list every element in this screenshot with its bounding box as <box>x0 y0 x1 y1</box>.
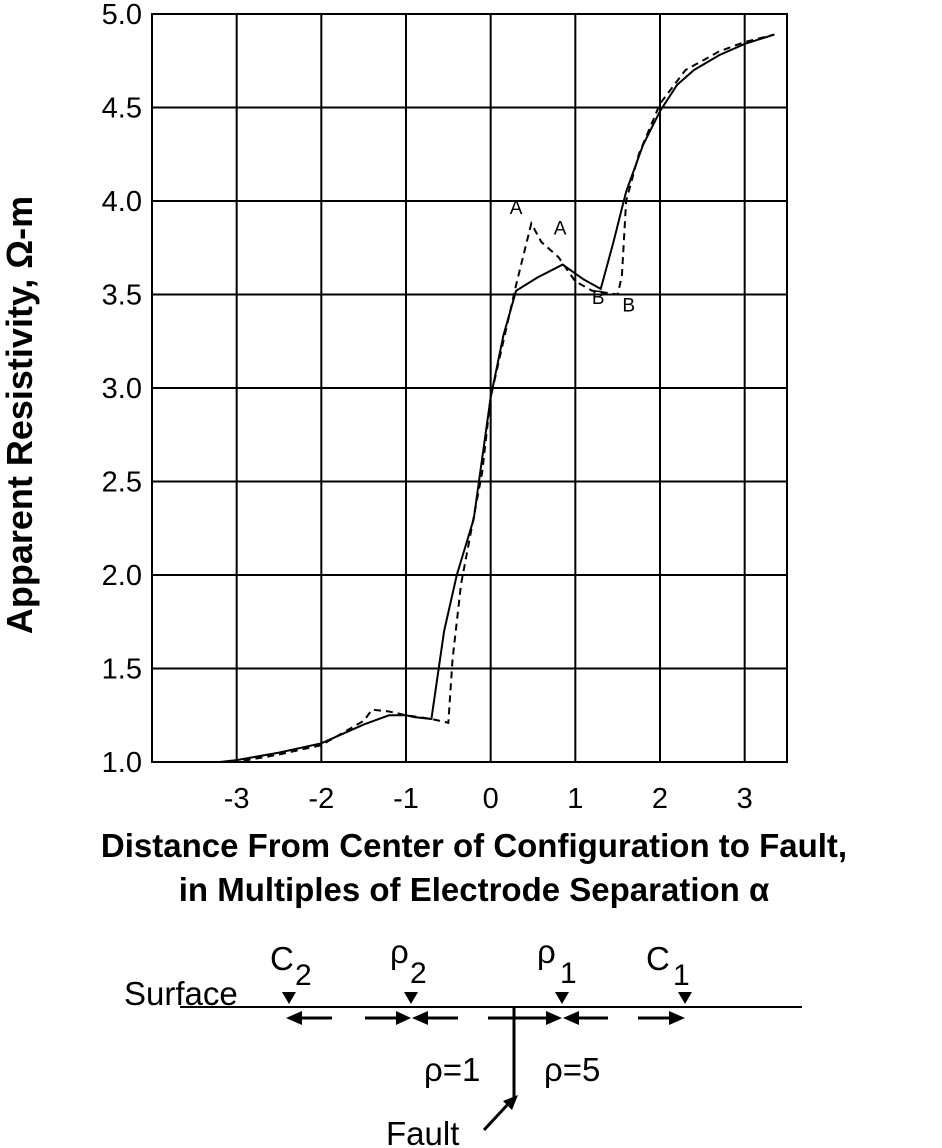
y-axis-label: Apparent Resistivity, Ω-m <box>0 196 40 634</box>
c2-subscript: 2 <box>295 959 312 992</box>
series-layer <box>219 33 775 763</box>
dashed-series-line <box>219 33 775 763</box>
point-annotation: A <box>510 198 523 219</box>
p2-electrode-marker <box>404 992 418 1004</box>
c2-label: C <box>270 940 294 977</box>
point-annotation: B <box>592 288 605 309</box>
point-annotation: B <box>622 295 635 316</box>
plot-frame <box>151 13 788 763</box>
y-tick-labels: 1.0 1.5 2.0 2.5 3.0 3.5 4.0 4.5 5.0 <box>102 0 142 779</box>
y-tick-label: 4.0 <box>102 186 142 218</box>
y-tick-label: 3.5 <box>102 280 142 312</box>
c2-electrode-marker <box>282 992 296 1004</box>
x-axis-label-line2: in Multiples of Electrode Separation α <box>179 871 770 908</box>
rho2-subscript: 2 <box>410 957 427 990</box>
rho2-label: ρ <box>390 933 409 970</box>
c1-electrode-marker <box>678 992 692 1004</box>
x-tick-label: -2 <box>308 783 334 815</box>
x-tick-labels: -3 -2 -1 0 1 2 3 <box>224 783 753 815</box>
x-tick-label: -3 <box>224 783 250 815</box>
y-tick-label: 1.0 <box>102 747 142 779</box>
y-tick-label: 1.5 <box>102 654 142 686</box>
x-tick-label: 3 <box>737 783 753 815</box>
x-tick-label: -1 <box>393 783 419 815</box>
fault-pointer-arrow <box>482 1100 512 1132</box>
y-tick-label: 3.0 <box>102 373 142 405</box>
fault-pointer-head <box>503 1095 518 1110</box>
x-tick-label: 0 <box>483 783 499 815</box>
fault-schematic: Surface C 2 ρ 2 ρ 1 C 1 <box>124 933 802 1148</box>
c1-label: C <box>646 940 670 977</box>
annotation-layer: A A B B <box>510 198 635 316</box>
c1-subscript: 1 <box>673 959 690 992</box>
y-tick-label: 2.5 <box>102 467 142 499</box>
y-tick-label: 4.5 <box>102 93 142 125</box>
movement-arrows <box>286 1011 685 1025</box>
x-tick-label: 2 <box>652 783 668 815</box>
rho1-subscript: 1 <box>560 957 577 990</box>
y-tick-label: 5.0 <box>102 0 142 31</box>
y-tick-label: 2.0 <box>102 560 142 592</box>
rho1-label: ρ <box>537 933 556 970</box>
solid-series-line <box>219 33 775 763</box>
fault-label: Fault <box>386 1115 459 1148</box>
x-tick-label: 1 <box>567 783 583 815</box>
p1-electrode-marker <box>555 992 569 1004</box>
surface-label: Surface <box>124 975 238 1012</box>
point-annotation: A <box>554 219 567 240</box>
right-resistivity-label: ρ=5 <box>544 1051 600 1088</box>
left-resistivity-label: ρ=1 <box>424 1051 480 1088</box>
x-axis-label-line1: Distance From Center of Configuration to… <box>101 827 847 864</box>
grid-lines <box>152 13 787 763</box>
